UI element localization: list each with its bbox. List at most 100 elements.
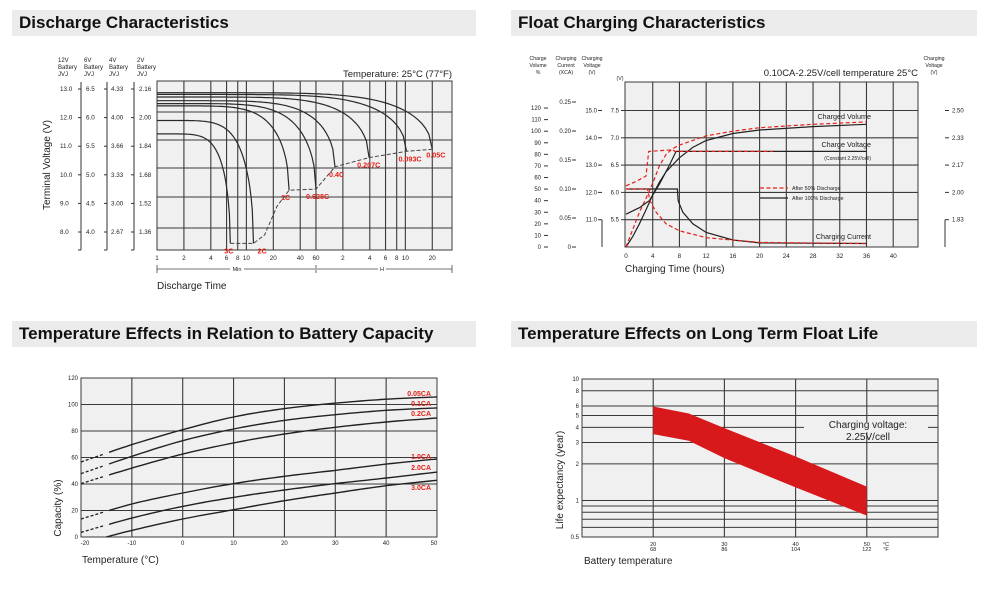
x-tick-label: 20 [270,255,278,262]
y-axis-header: 12V [58,58,69,64]
x-tick-label: 2 [341,255,345,262]
y-tick-label: 120 [68,376,79,382]
y-tick-label: 6.5 [86,86,95,93]
x-axis-label: Charging Time (hours) [625,264,724,275]
y-tick-label: 3.66 [111,143,124,150]
curve-label: 1.0CA [411,454,431,461]
x-unit-c: °C [883,542,889,548]
y-tick-label: 100 [68,403,79,409]
discharge-curve-0.207C [157,96,370,158]
y-tick-label: 3.33 [111,172,124,179]
x-tick-label: 50 [431,541,438,547]
charge-volume-axis-header: % [536,70,541,76]
x-tick-label: 4 [209,255,213,262]
curve-label: 0.05CA [407,391,431,398]
voltage-6v-tick-label: 7.0 [611,136,620,142]
life-expectancy-band [653,406,867,516]
discharge-curve-0.4C [157,100,336,167]
float-life-header: Temperature Effects on Long Term Float L… [511,321,977,347]
y-tick-label: 10 [572,377,579,383]
y-axis-header: JVJ [109,72,119,78]
y-tick-label: 0.5 [571,535,580,541]
charging-current-label: Charging Current [816,232,871,241]
y-tick-label: 1.36 [139,229,152,236]
chart-title: Temperature: 25°C (77°F) [343,69,452,80]
y-axis-header: JVJ [84,72,94,78]
charge-volume-axis-header: Volume [529,63,546,69]
voltage-6v-tick-label: 7.5 [611,109,620,115]
curve-label: 2.0CA [411,465,431,472]
voltage-6v-tick-label: 6.5 [611,163,620,169]
charging-voltage-12v-axis-tick-label: 13.0 [585,163,597,169]
temp-capacity-chart: 0 20 40 60 80 100 120 -20 -10 0 10 20 30 40 50 Capacity… [53,376,438,566]
discharge-curve-2C [157,119,255,244]
charged_volume_pct-curve [625,121,867,248]
charging-voltage-12v-axis-tick-label: 12.0 [585,190,597,196]
x-tick-label: 0 [181,541,185,547]
y-tick-label: 8 [576,389,580,395]
x-tick-label: 8 [678,253,682,260]
x-range-label: Min [233,267,242,273]
curve-label: 3.0CA [411,485,431,492]
y-tick-label: 13.0 [60,86,73,93]
x-tick-label: 32 [836,253,844,260]
chart-title: 0.10CA-2.25V/cell temperature 25°C [764,68,918,79]
charge-voltage-note: (Constant 2.25V/cell) [824,156,871,162]
x-tick-label: 28 [810,253,818,260]
x-tick-label: 4 [368,255,372,262]
y-tick-label: 0 [75,535,79,541]
y-tick-label: 8.0 [60,229,69,236]
x-tick-label: 20 [281,541,288,547]
capacity-curve-dashed-1.0CA [80,511,104,520]
x-tick-label-c: 50 [864,542,870,548]
y-tick-label: 11.0 [60,143,72,150]
y-axis-label: Capacity (%) [53,479,64,536]
y-tick-label: 40 [71,482,78,488]
charge-volume-axis-tick-label: 60 [534,176,541,182]
discharge-curve-0.05C [157,92,433,150]
capacity-curve-0.1CA [108,407,438,465]
range-label-bg [230,265,244,273]
y-axis-header: JVJ [137,72,147,78]
charging-current-axis-tick-label: 0.05 [559,216,571,222]
y-tick-label: 1.52 [139,200,152,207]
legend-label: After 100% Discharge [792,196,844,202]
x-tick-label: 10 [402,255,410,262]
y-tick-label: 4 [576,425,580,431]
charge-volume-axis-tick-label: 0 [538,245,542,251]
y-tick-label: 6.0 [86,115,95,122]
x-unit-f: °F [883,547,889,553]
y-tick-label: 1.84 [139,143,152,150]
annotation-line-1: Charging voltage: [829,420,907,431]
x-tick-label: 10 [243,255,251,262]
x-axis-label: Temperature (°C) [82,555,159,566]
charging-voltage-cell-axis-tick-label: 2.33 [952,136,964,142]
x-tick-label: 20 [756,253,764,260]
discharge-curve-0.628C [157,102,317,190]
charge-volume-axis-tick-label: 50 [534,187,541,193]
x-tick-label: 16 [729,253,737,260]
y-axis-header: Battery [58,65,77,71]
charge-voltage-label: Charge Voltage [821,140,871,149]
y-axis-header: 6V [84,58,91,64]
charging-current-axis-tick-label: 0 [568,245,572,251]
curve-label: 0.2CA [411,411,431,418]
capacity-curve-0.05CA [108,396,438,453]
annotation-bg [804,422,928,433]
charge-volume-axis-tick-label: 40 [534,199,541,205]
charging-current-axis-tick-label: 0.10 [559,187,571,193]
charge-volume-axis-tick-label: 70 [534,164,541,170]
charging-voltage-cell-axis-header: Charging [923,56,944,62]
y-tick-label: 2.16 [139,86,152,93]
charge-volume-axis-tick-label: 80 [534,152,541,158]
temp-capacity-header: Temperature Effects in Relation to Batte… [12,321,476,347]
charging-current-axis-header: (XCA) [559,70,573,76]
x-tick-label-c: 20 [650,542,656,548]
charging-current-axis-tick-label: 0.25 [559,100,571,106]
discharge-curve-3C [157,133,231,244]
y-tick-label: 4.00 [111,115,124,122]
charging-voltage-cell-axis-tick-label: 2.00 [952,190,964,196]
charge-volume-axis-tick-label: 30 [534,210,541,216]
y-tick-label: 3 [576,440,580,446]
discharge-curve-0.093C [157,93,408,152]
